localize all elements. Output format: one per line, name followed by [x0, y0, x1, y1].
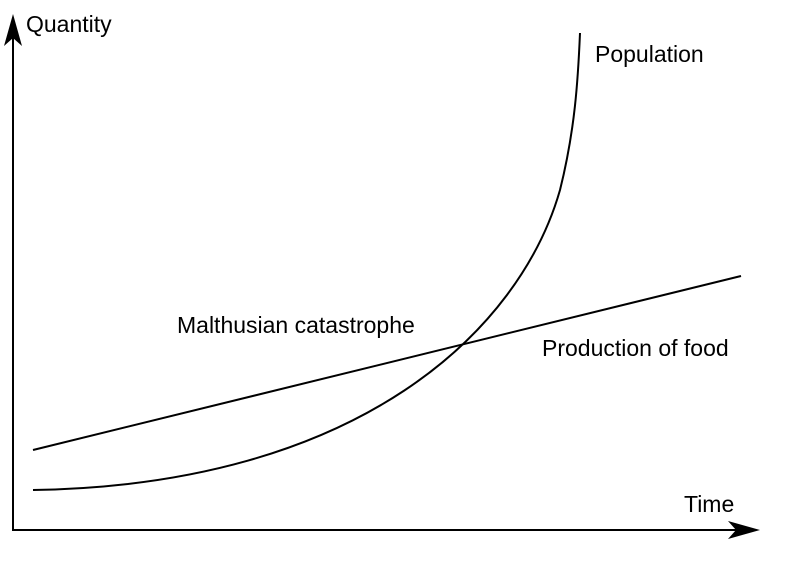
malthusian-catastrophe-label: Malthusian catastrophe — [177, 312, 415, 338]
y-axis-label: Quantity — [26, 11, 112, 37]
x-axis-label: Time — [684, 491, 734, 517]
food-production-line — [32, 275, 742, 451]
food-production-label: Production of food — [542, 335, 729, 361]
population-label: Population — [595, 41, 704, 67]
population-curve — [32, 32, 581, 491]
y-axis-arrowhead — [4, 14, 22, 46]
x-axis-arrowhead — [728, 521, 760, 539]
